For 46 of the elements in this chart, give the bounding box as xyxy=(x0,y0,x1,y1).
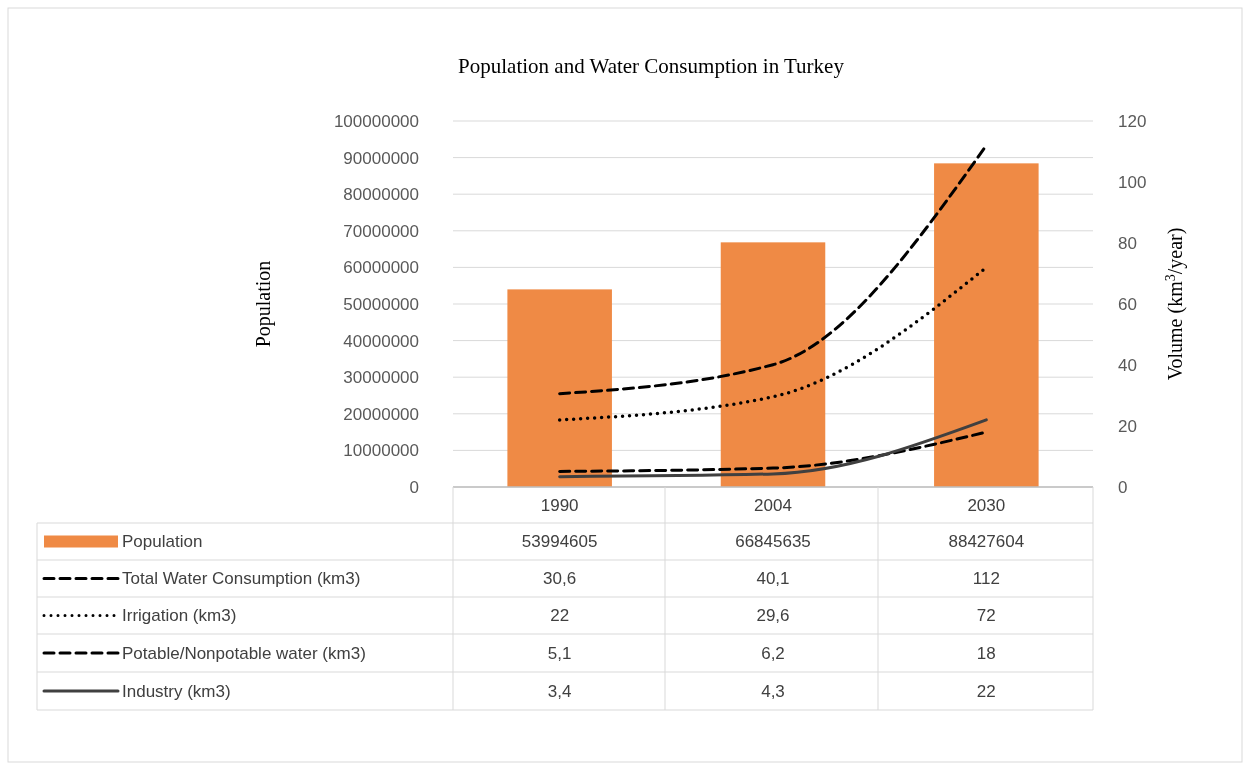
bar xyxy=(720,242,826,487)
data-label: 88427604 xyxy=(948,532,1025,552)
y2-tick-label: 60 xyxy=(1118,294,1137,314)
data-label: 112 xyxy=(972,569,1000,589)
chart-title: Population and Water Consumption in Turkey xyxy=(458,54,845,78)
y2-tick-label: 100 xyxy=(1118,172,1147,192)
y-tick-label: 50000000 xyxy=(343,294,419,314)
bar xyxy=(934,163,1039,487)
data-label: 6,2 xyxy=(761,643,785,663)
legend-label: Population xyxy=(122,532,203,552)
y2-tick-label: 120 xyxy=(1118,111,1147,131)
y-tick-label: 80000000 xyxy=(343,185,419,205)
legend-label: Irrigation (km3) xyxy=(122,606,237,626)
y-axis-title: Population xyxy=(252,260,275,348)
y-tick-label: 90000000 xyxy=(343,148,419,168)
data-label: 5,1 xyxy=(547,643,572,663)
y-tick-label: 70000000 xyxy=(343,221,419,241)
legend-label: Potable/Nonpotable water (km3) xyxy=(122,643,366,663)
y-tick-label: 30000000 xyxy=(343,368,419,388)
data-label: 72 xyxy=(976,606,996,626)
y-tick-label: 0 xyxy=(409,477,419,497)
x-tick-label: 1990 xyxy=(540,495,579,515)
legend-label: Industry (km3) xyxy=(122,681,231,701)
y-tick-label: 60000000 xyxy=(343,258,419,278)
data-label: 40,1 xyxy=(756,569,790,589)
y-tick-label: 10000000 xyxy=(343,441,419,461)
data-label: 22 xyxy=(550,606,570,626)
data-label: 53994605 xyxy=(521,532,598,552)
data-label: 66845635 xyxy=(735,532,811,552)
y2-tick-label: 0 xyxy=(1118,477,1128,497)
x-tick-label: 2004 xyxy=(754,495,792,515)
x-tick-label: 2030 xyxy=(967,495,1006,515)
data-label: 18 xyxy=(976,643,996,663)
y-tick-label: 40000000 xyxy=(343,331,419,351)
data-label: 3,4 xyxy=(547,681,572,701)
data-label: 29,6 xyxy=(756,606,790,626)
data-label: 30,6 xyxy=(543,569,577,589)
y2-tick-label: 80 xyxy=(1118,233,1137,253)
bar xyxy=(507,289,612,487)
legend-label: Total Water Consumption (km3) xyxy=(122,569,361,589)
y2-tick-label: 20 xyxy=(1118,416,1137,436)
y-tick-label: 100000000 xyxy=(333,111,419,131)
y-tick-label: 20000000 xyxy=(343,404,419,424)
data-label: 22 xyxy=(976,681,996,701)
data-label: 4,3 xyxy=(761,681,785,701)
y2-tick-label: 40 xyxy=(1118,355,1137,375)
